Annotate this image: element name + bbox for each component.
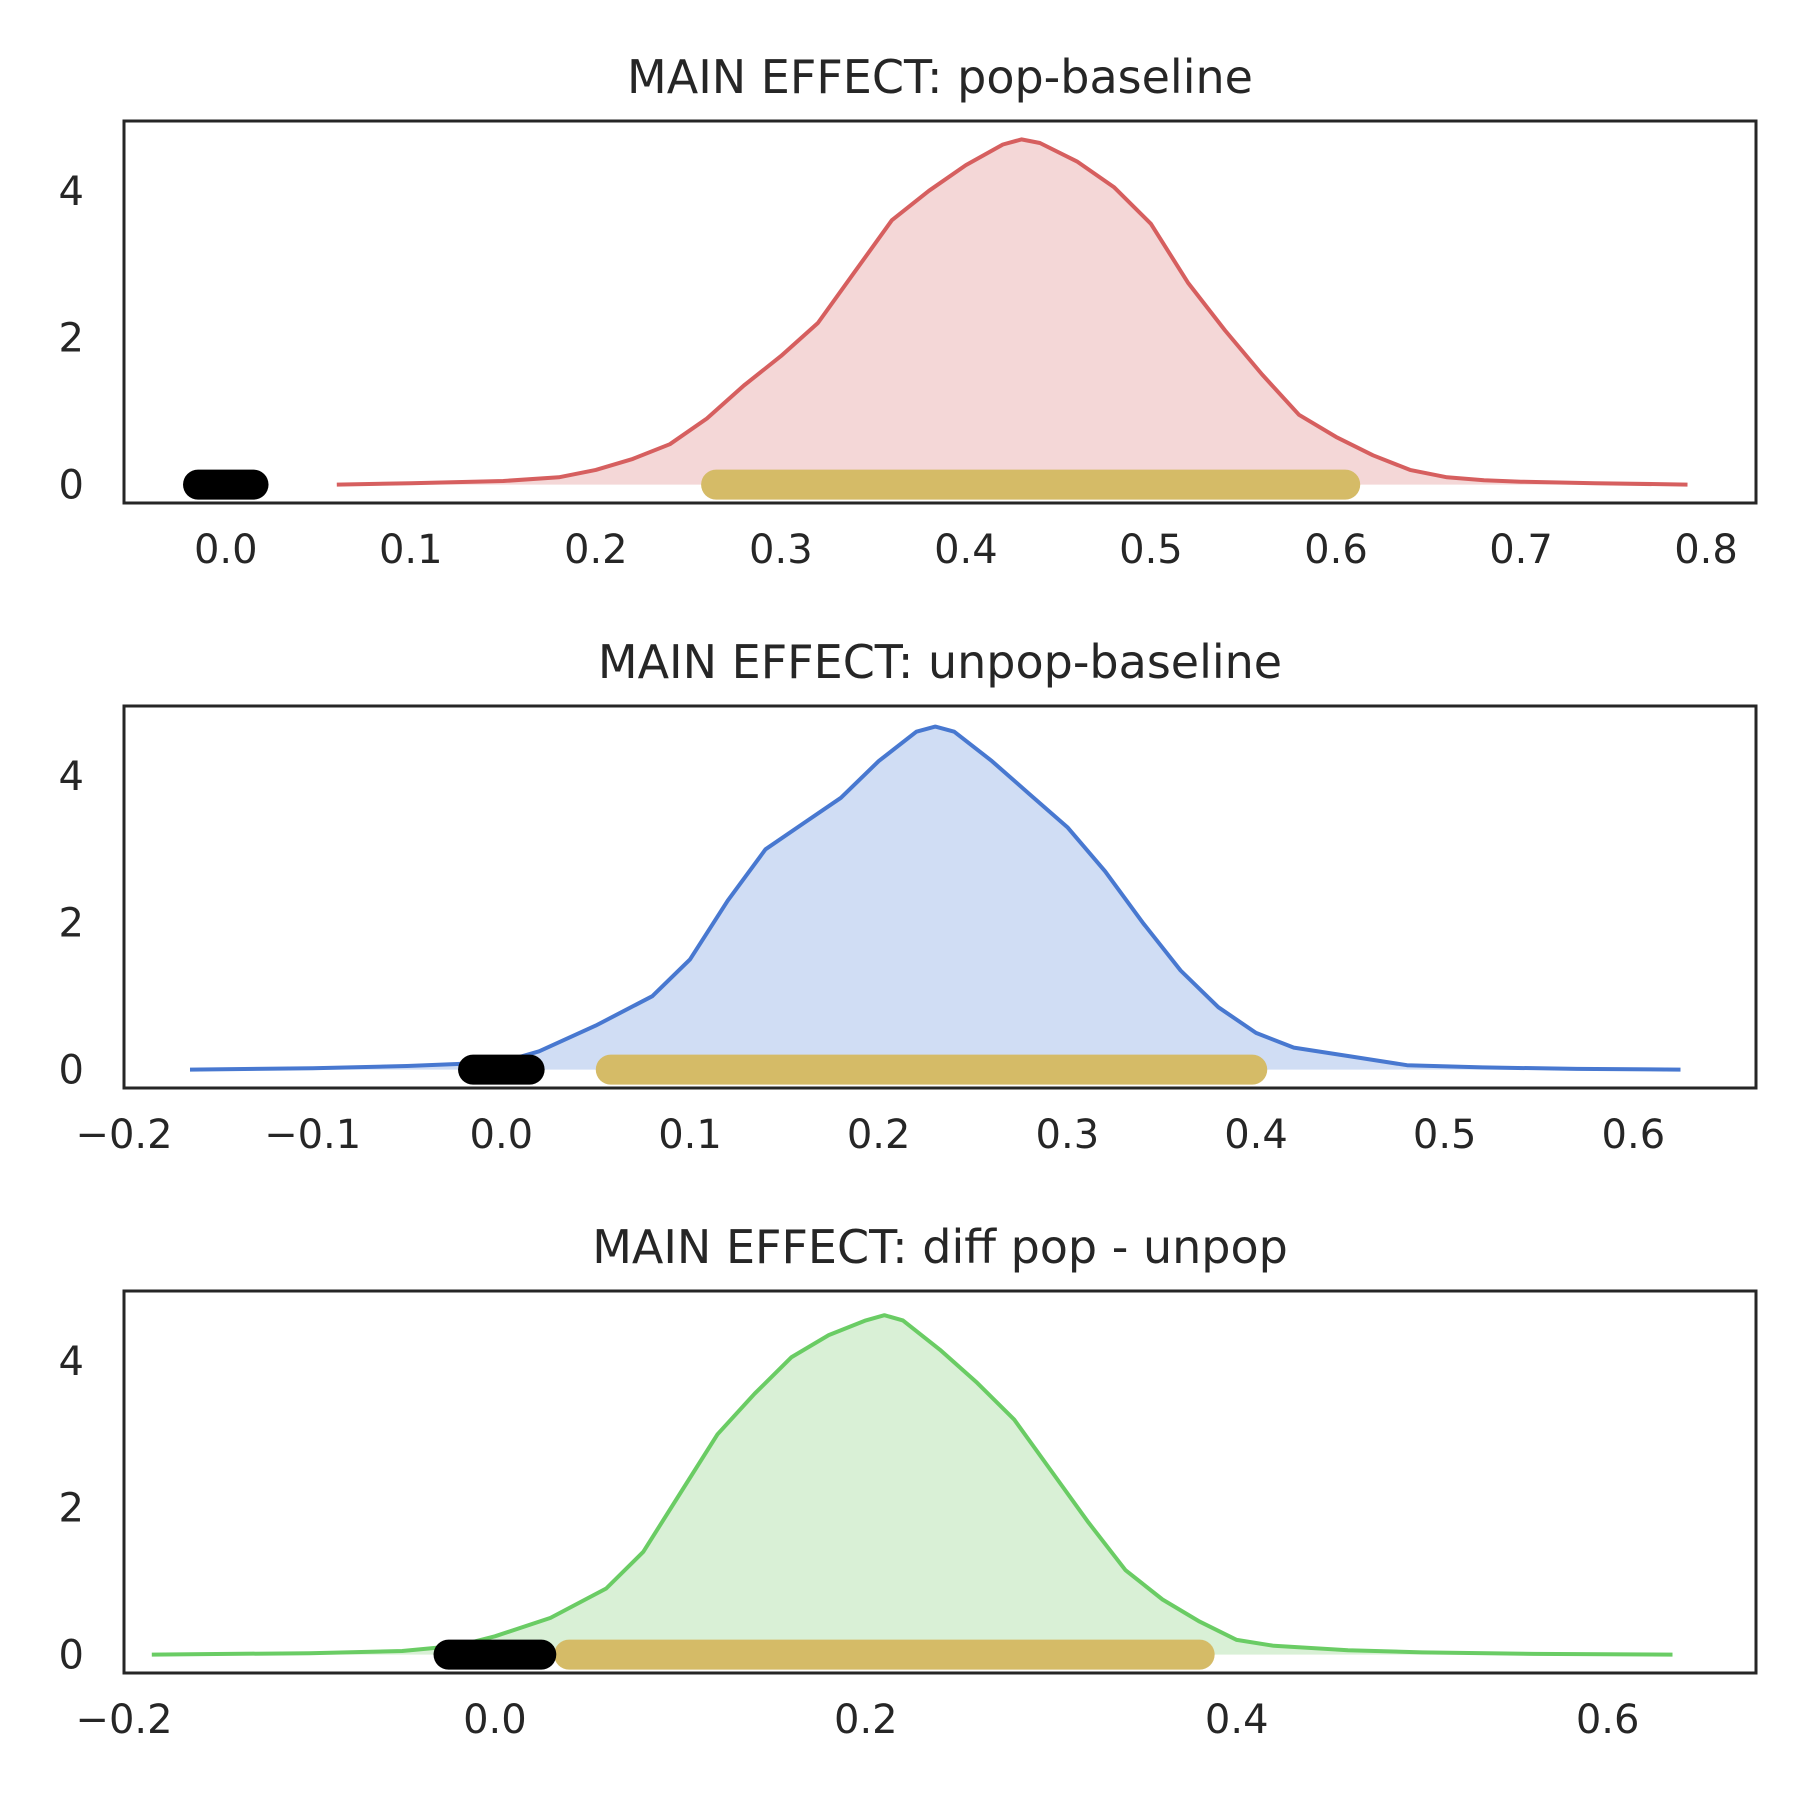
density-fill	[190, 726, 1681, 1070]
x-tick-label: 0.0	[463, 1697, 527, 1743]
subplot-unpop-baseline: MAIN EFFECT: unpop-baseline −0.2 −0.1 0.0 0…	[59, 635, 1758, 1158]
y-tick-label: 4	[59, 169, 84, 215]
density-fill	[336, 139, 1688, 485]
y-tick-label: 2	[59, 316, 84, 362]
y-tick-label: 0	[59, 463, 84, 509]
subplot-title: MAIN EFFECT: diff pop - unpop	[592, 1220, 1288, 1274]
density-line	[151, 1313, 1673, 1657]
x-tick-label: −0.2	[75, 1112, 172, 1158]
density-fill	[151, 1315, 1673, 1655]
x-tick-label: 0.4	[1224, 1112, 1288, 1158]
y-tick-label: 4	[59, 754, 84, 800]
axes-frame	[122, 1289, 1758, 1675]
density-line	[189, 724, 1681, 1072]
x-tick-label: 0.2	[564, 527, 628, 573]
x-tick-label: 0.2	[834, 1697, 898, 1743]
x-tick-label: 0.0	[194, 527, 258, 573]
x-tick-label: 0.2	[847, 1112, 911, 1158]
plot-area: −0.2 −0.1 0.0 0.1 0.2 0.3 0.4 0.5 0.6 0 2 4	[59, 704, 1758, 1158]
x-tick-label: 0.1	[658, 1112, 722, 1158]
plot-area: −0.2 0.0 0.2 0.4 0.6 0 2 4	[59, 1289, 1758, 1743]
x-tick-label: 0.8	[1674, 527, 1738, 573]
x-tick-label: 0.5	[1119, 527, 1183, 573]
subplot-pop-baseline: MAIN EFFECT: pop-baseline 0.0 0.1 0.2 0.3 0.…	[59, 50, 1758, 573]
axes-frame	[122, 704, 1758, 1090]
x-tick-label: 0.7	[1489, 527, 1553, 573]
y-tick-label: 2	[59, 901, 84, 947]
y-tick-label: 0	[59, 1633, 84, 1679]
x-tick-label: 0.6	[1576, 1697, 1640, 1743]
x-tick-label: 0.6	[1304, 527, 1368, 573]
x-tick-label: 0.3	[1036, 1112, 1100, 1158]
axes-frame	[122, 119, 1758, 505]
x-tick-label: 0.4	[934, 527, 998, 573]
subplot-title: MAIN EFFECT: pop-baseline	[627, 50, 1253, 104]
x-tick-label: −0.2	[75, 1697, 172, 1743]
x-tick-label: 0.1	[379, 527, 443, 573]
x-tick-label: 0.3	[749, 527, 813, 573]
x-tick-label: 0.4	[1205, 1697, 1269, 1743]
plot-area: 0.0 0.1 0.2 0.3 0.4 0.5 0.6 0.7 0.8 0 2 4	[59, 119, 1758, 573]
subplot-title: MAIN EFFECT: unpop-baseline	[598, 635, 1282, 689]
x-tick-label: 0.6	[1602, 1112, 1666, 1158]
density-line	[336, 137, 1688, 487]
y-tick-label: 0	[59, 1048, 84, 1094]
y-tick-label: 4	[59, 1339, 84, 1385]
x-tick-label: 0.0	[470, 1112, 534, 1158]
x-tick-label: 0.5	[1413, 1112, 1477, 1158]
x-tick-label: −0.1	[264, 1112, 361, 1158]
subplot-diff-pop-unpop: MAIN EFFECT: diff pop - unpop −0.2 0.0 0.2…	[59, 1220, 1758, 1743]
y-tick-label: 2	[59, 1486, 84, 1532]
